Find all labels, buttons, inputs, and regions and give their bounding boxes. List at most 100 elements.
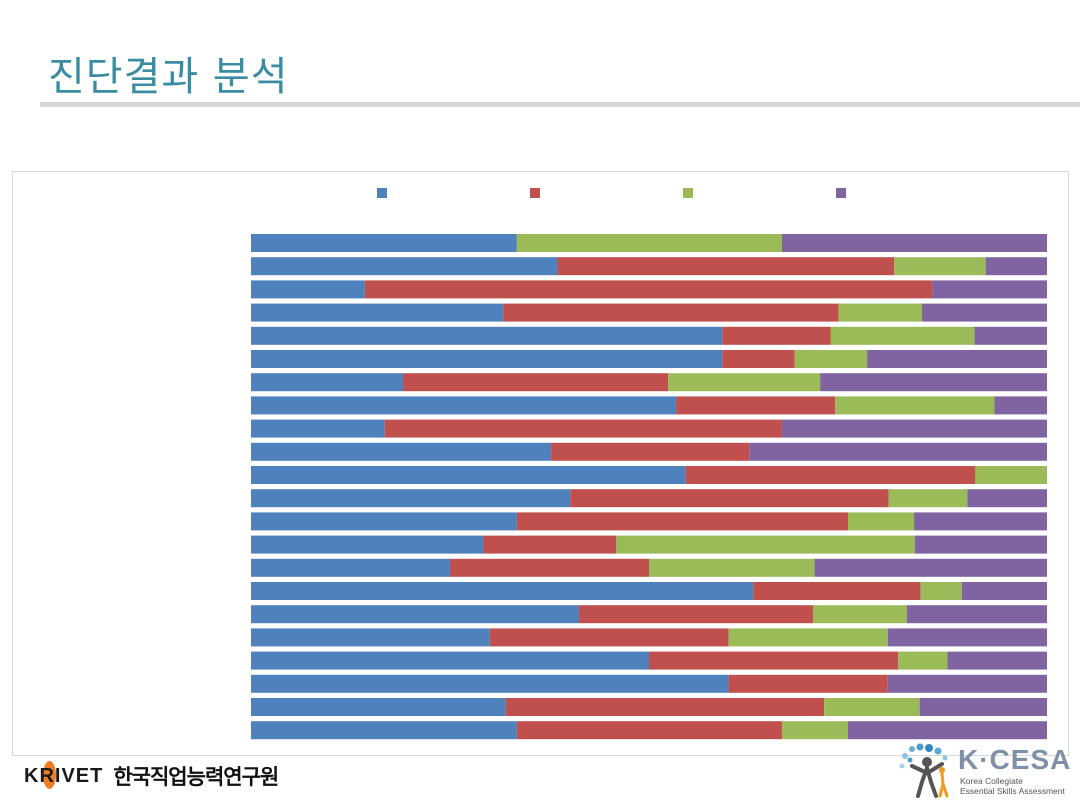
bar-segment-row5-series2 xyxy=(722,326,831,345)
bar-segment-row5-series3 xyxy=(830,326,975,345)
bar-segment-row21-series3 xyxy=(824,698,920,716)
bar-segment-row4-series1 xyxy=(251,303,504,322)
bar-segment-row10-series2 xyxy=(551,442,750,461)
bar-segment-row3-series2 xyxy=(364,280,933,299)
bar-segment-row5-series1 xyxy=(251,326,723,345)
bar-segment-row22-series3 xyxy=(781,721,848,740)
bar-segment-row15-series4 xyxy=(814,558,1047,577)
title-divider xyxy=(40,102,1080,107)
bar-segment-row8-series2 xyxy=(676,396,836,415)
krivet-logo: KRIVET 한국직업능력연구원 xyxy=(24,758,279,794)
chart-legend xyxy=(377,188,846,198)
bar-segment-row2-series2 xyxy=(557,257,895,276)
bar-segment-row15-series1 xyxy=(251,558,450,577)
bar-segment-row17-series4 xyxy=(906,605,1047,624)
bar-segment-row19-series3 xyxy=(898,651,948,670)
legend-marker-series4 xyxy=(836,188,846,198)
bar-segment-row18-series3 xyxy=(728,628,888,647)
bar-segment-row1-series4 xyxy=(781,234,1047,252)
bar-segment-row14-series1 xyxy=(251,535,484,554)
kcesa-subtitle-line1: Korea Collegiate xyxy=(960,776,1023,786)
bar-segment-row20-series2 xyxy=(728,674,888,693)
bar-segment-row6-series2 xyxy=(722,350,795,368)
bar-segment-row4-series2 xyxy=(503,303,839,322)
kcesa-logo: K·CESA Korea Collegiate Essential Skills… xyxy=(898,742,1072,802)
krivet-mark-icon xyxy=(43,760,56,789)
bar-segment-row4-series3 xyxy=(838,303,923,322)
legend-marker-series2 xyxy=(530,188,540,198)
bar-segment-row14-series4 xyxy=(914,535,1047,554)
bar-segment-row21-series4 xyxy=(919,698,1047,716)
bar-segment-row8-series4 xyxy=(994,396,1047,415)
legend-marker-series3 xyxy=(683,188,693,198)
bar-segment-row8-series3 xyxy=(835,396,995,415)
bar-segment-row11-series1 xyxy=(251,466,686,484)
krivet-logo-text: KRIVET xyxy=(24,764,104,787)
bar-segment-row20-series1 xyxy=(251,674,729,693)
bar-segment-row1-series3 xyxy=(516,234,782,252)
bar-segment-row16-series2 xyxy=(753,582,921,600)
kcesa-emblem-icon xyxy=(899,743,949,798)
bar-segment-row11-series2 xyxy=(685,466,976,484)
bar-segment-row6-series1 xyxy=(251,350,723,368)
bar-segment-row14-series2 xyxy=(483,535,617,554)
kcesa-subtitle: Korea Collegiate Essential Skills Assess… xyxy=(960,776,1065,796)
bar-segment-row1-series1 xyxy=(251,234,517,252)
stacked-bar-chart xyxy=(251,188,1047,740)
bar-segment-row17-series1 xyxy=(251,605,579,624)
bar-segment-row7-series2 xyxy=(403,373,669,392)
bar-segment-row13-series4 xyxy=(914,512,1047,531)
bar-segment-row2-series4 xyxy=(985,257,1047,276)
bar-segment-row22-series4 xyxy=(848,721,1047,740)
bar-segment-row4-series4 xyxy=(922,303,1047,322)
bar-segment-row7-series3 xyxy=(668,373,821,392)
bar-segment-row18-series2 xyxy=(489,628,729,647)
bar-segment-row9-series2 xyxy=(384,419,782,438)
bar-segment-row16-series4 xyxy=(961,582,1047,600)
bar-segment-row2-series1 xyxy=(251,257,558,276)
bar-segment-row9-series4 xyxy=(781,419,1047,438)
bar-segment-row10-series1 xyxy=(251,442,552,461)
bar-segment-row19-series4 xyxy=(947,651,1047,670)
bar-segment-row19-series2 xyxy=(649,651,899,670)
bar-segment-row12-series4 xyxy=(967,489,1047,508)
krivet-wordmark: KRIVET xyxy=(24,760,104,789)
page-title: 진단결과 분석 xyxy=(48,54,289,100)
bar-segment-row13-series1 xyxy=(251,512,517,531)
bar-segment-row18-series4 xyxy=(887,628,1047,647)
kcesa-subtitle-line2: Essential Skills Assessment xyxy=(960,786,1065,796)
bar-segment-row3-series4 xyxy=(932,280,1047,299)
bar-segment-row13-series3 xyxy=(848,512,915,531)
bar-segment-row9-series1 xyxy=(251,419,385,438)
bar-segment-row20-series4 xyxy=(887,674,1047,693)
bar-segment-row5-series4 xyxy=(974,326,1047,345)
bar-segment-row17-series2 xyxy=(578,605,813,624)
bar-segment-row11-series3 xyxy=(975,466,1047,484)
bar-segment-row13-series2 xyxy=(516,512,848,531)
bar-segment-row16-series3 xyxy=(920,582,962,600)
bar-segment-row22-series2 xyxy=(516,721,782,740)
bar-segment-row8-series1 xyxy=(251,396,677,415)
bar-segment-row22-series1 xyxy=(251,721,517,740)
bar-segment-row17-series3 xyxy=(812,605,907,624)
kcesa-wordmark: K·CESA xyxy=(958,744,1072,775)
bar-segment-row7-series1 xyxy=(251,373,404,392)
bar-segment-row3-series1 xyxy=(251,280,365,299)
bar-segment-row14-series3 xyxy=(616,535,915,554)
bar-segment-row7-series4 xyxy=(820,373,1047,392)
bar-segment-row12-series2 xyxy=(570,489,889,508)
bar-segment-row16-series1 xyxy=(251,582,754,600)
bar-segment-row21-series2 xyxy=(505,698,825,716)
bar-segment-row12-series3 xyxy=(888,489,968,508)
bar-segment-row12-series1 xyxy=(251,489,571,508)
bar-segment-row10-series4 xyxy=(749,442,1047,461)
chart-area xyxy=(12,171,1069,756)
bar-segment-row18-series1 xyxy=(251,628,490,647)
bar-segment-row19-series1 xyxy=(251,651,649,670)
chart-bars xyxy=(251,234,1047,740)
bar-segment-row6-series4 xyxy=(867,350,1047,368)
bar-segment-row21-series1 xyxy=(251,698,506,716)
org-name: 한국직업능력연구원 xyxy=(113,765,279,789)
bar-segment-row15-series3 xyxy=(649,558,815,577)
bar-segment-row15-series2 xyxy=(450,558,649,577)
